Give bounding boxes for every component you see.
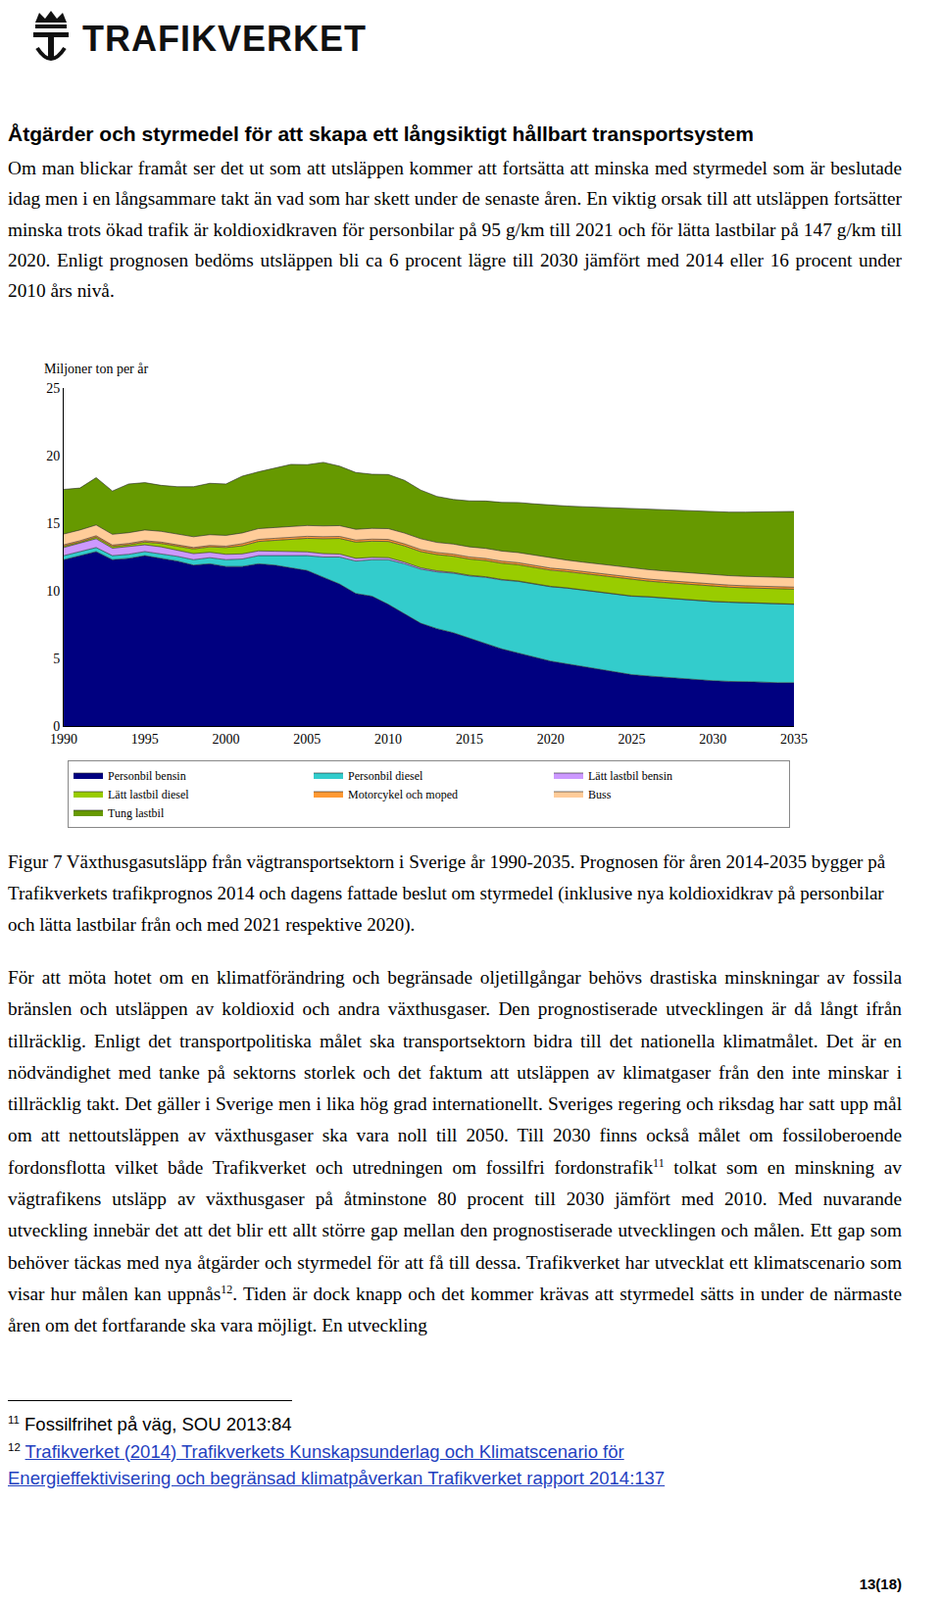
svg-text:Motorcykel och moped: Motorcykel och moped	[347, 788, 458, 802]
svg-text:10: 10	[46, 584, 60, 599]
svg-text:2030: 2030	[698, 732, 727, 747]
html-text:TRAFIKVERKET: TRAFIKVERKET	[82, 18, 367, 59]
html-text:Figur 7 Växthusgasutsläpp från: Figur 7 Växthusgasutsläpp från vägtransp…	[7, 851, 886, 936]
svg-text:1995: 1995	[131, 732, 159, 747]
svg-text:15: 15	[46, 516, 60, 532]
svg-text:2035: 2035	[780, 732, 808, 747]
svg-text:2010: 2010	[374, 732, 402, 747]
svg-text:Personbil bensin: Personbil bensin	[107, 769, 187, 784]
html-text:Om man blickar framåt ser det: Om man blickar framåt ser det ut som att…	[7, 157, 902, 302]
svg-text:Lätt lastbil bensin: Lätt lastbil bensin	[588, 769, 673, 784]
html-text:12 Trafikverket (2014) Trafikv: 12 Trafikverket (2014) Trafikverkets Kun…	[7, 1441, 665, 1489]
svg-text:0: 0	[52, 719, 60, 735]
html-text:11 Fossilfrihet på väg, SOU 20: 11 Fossilfrihet på väg, SOU 2013:84	[7, 1414, 292, 1436]
svg-text:Tung lastbil: Tung lastbil	[107, 806, 165, 821]
svg-text:20: 20	[46, 448, 60, 464]
svg-text:5: 5	[52, 651, 60, 667]
svg-text:Lätt lastbil diesel: Lätt lastbil diesel	[107, 788, 190, 802]
svg-text:1990: 1990	[49, 732, 78, 747]
svg-text:25: 25	[46, 381, 60, 397]
svg-text:2000: 2000	[212, 732, 241, 747]
svg-text:Buss: Buss	[588, 788, 612, 802]
svg-text:2005: 2005	[293, 732, 321, 747]
html-text:13(18): 13(18)	[859, 1576, 902, 1593]
svg-text:Miljoner ton per år: Miljoner ton per år	[44, 361, 149, 377]
html-text:Åtgärder och styrmedel för att: Åtgärder och styrmedel för att skapa ett…	[7, 122, 754, 146]
svg-text:2020: 2020	[537, 732, 565, 747]
html-text:För att möta hotet om en klima: För att möta hotet om en klimatförändrin…	[7, 967, 902, 1337]
svg-text:2015: 2015	[455, 732, 484, 747]
svg-text:Personbil diesel: Personbil diesel	[347, 769, 424, 784]
svg-text:2025: 2025	[617, 732, 645, 747]
